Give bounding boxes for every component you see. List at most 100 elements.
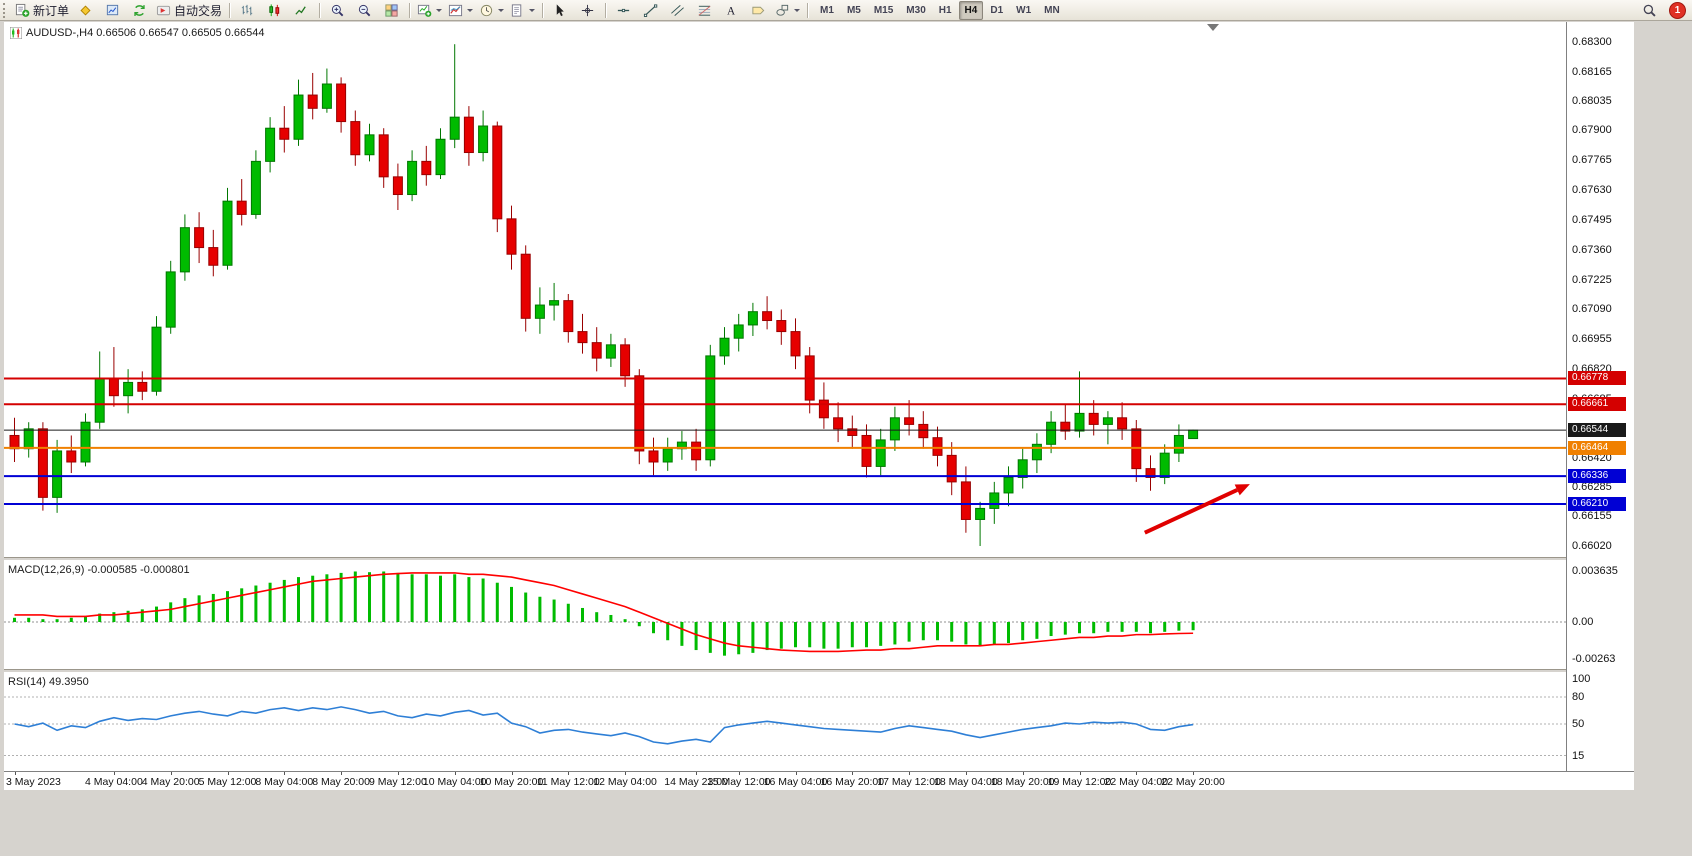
crosshair-button[interactable] <box>574 0 601 21</box>
toolbar-grip[interactable] <box>3 2 9 18</box>
price-tick-label: 0.68035 <box>1572 94 1612 107</box>
price-level-badge: 0.66661 <box>1568 397 1626 412</box>
rsi-tick-label: 15 <box>1572 749 1585 762</box>
time-tick <box>965 772 967 775</box>
toolbar-separator <box>409 2 411 18</box>
price-tick-label: 0.68165 <box>1572 65 1612 78</box>
price-level-badge: 0.66544 <box>1568 423 1626 438</box>
time-tick <box>397 772 399 775</box>
shapes-button[interactable] <box>772 0 803 21</box>
toolbar-separator <box>807 2 809 18</box>
macd-tick-label: 0.003635 <box>1572 565 1618 577</box>
notification-badge[interactable]: 1 <box>1669 2 1686 19</box>
templates-button[interactable] <box>507 0 538 21</box>
price-axis[interactable]: 0.68300 0.68165 0.68035 0.67900 0.67765 0.676… <box>1566 22 1634 771</box>
time-tick <box>1136 772 1138 775</box>
autotrading-button[interactable]: 自动交易 <box>153 0 225 21</box>
macd-tick-label: -0.00263 <box>1572 652 1616 665</box>
cursor-icon <box>556 3 564 16</box>
price-tick-label: 0.67225 <box>1572 273 1612 286</box>
rsi-panel[interactable] <box>4 673 1566 771</box>
panel-splitter[interactable] <box>4 557 1634 561</box>
time-tick <box>852 772 854 775</box>
price-level-badge: 0.66210 <box>1568 497 1626 511</box>
timeframe-h4-button[interactable]: H4 <box>958 0 984 20</box>
horizontal-line-button[interactable] <box>610 0 637 21</box>
rsi-tick-label: 100 <box>1572 673 1591 685</box>
search-icon <box>1643 4 1656 17</box>
time-tick <box>909 772 911 775</box>
price-tick-label: 0.67765 <box>1572 154 1612 167</box>
rsi-line <box>14 706 1194 745</box>
macd-label: MACD(12,26,9) -0.000585 -0.000801 <box>8 564 190 576</box>
timeframe-h1-button[interactable]: H1 <box>938 4 952 16</box>
macd-panel[interactable] <box>4 561 1566 669</box>
timeframe-toolbar: M1 M5 M15 M30 H1 H4 D1 W1 MN <box>814 0 1066 20</box>
text-label-button[interactable] <box>745 0 772 21</box>
tag-icon <box>752 6 765 14</box>
market-watch-button[interactable] <box>99 0 126 21</box>
time-label: 8 May 04:00 <box>255 776 314 788</box>
time-tick <box>341 772 343 775</box>
main-chart-plot[interactable] <box>4 22 1566 557</box>
toolbar: 新订单 自动交易 <box>0 0 1692 21</box>
template-icon <box>511 3 522 17</box>
toolbar-separator <box>542 2 544 18</box>
timeframe-m15-button[interactable]: M15 <box>873 4 894 16</box>
horizontal-levels <box>4 377 1566 505</box>
time-label: 10 May 20:00 <box>479 776 544 788</box>
time-tick <box>284 772 286 775</box>
price-tick-label: 0.67090 <box>1572 303 1612 316</box>
time-label: 22 May 04:00 <box>1104 776 1169 788</box>
timeframe-m30-button[interactable]: M30 <box>906 4 926 16</box>
mql5-button[interactable] <box>72 0 99 21</box>
time-label: 18 May 04:00 <box>934 776 998 788</box>
cursor-button[interactable] <box>547 0 574 21</box>
price-tick-label: 0.66155 <box>1572 510 1612 523</box>
autotrading-label: 自动交易 <box>174 3 223 18</box>
periods-button[interactable] <box>476 0 507 21</box>
candlestick-chart-icon <box>269 3 280 16</box>
price-tick-label: 0.67900 <box>1572 124 1612 137</box>
new-order-button[interactable]: 新订单 <box>12 0 72 21</box>
timeframe-d1-button[interactable]: D1 <box>990 4 1004 16</box>
zoom-out-button[interactable] <box>351 0 378 21</box>
indicators-button[interactable] <box>445 0 476 21</box>
time-tick <box>454 772 456 775</box>
fibonacci-button[interactable] <box>691 0 718 21</box>
shift-marker-icon <box>1207 24 1219 31</box>
text-button[interactable]: A <box>718 0 745 21</box>
trendline-icon <box>643 3 658 17</box>
tile-windows-button[interactable] <box>378 0 405 21</box>
new-chart-button[interactable] <box>414 0 445 21</box>
trendline-button[interactable] <box>637 0 664 21</box>
indicators-icon <box>448 4 463 16</box>
timeframe-m1-button[interactable]: M1 <box>820 4 834 16</box>
refresh-button[interactable] <box>126 0 153 21</box>
text-icon: A <box>727 5 736 17</box>
time-axis[interactable]: 3 May 2023 4 May 04:00 4 May 20:00 5 May 12… <box>4 771 1634 790</box>
tile-windows-icon <box>385 3 398 17</box>
time-tick <box>511 772 513 775</box>
crosshair-icon <box>581 4 594 16</box>
panel-splitter[interactable] <box>4 669 1634 673</box>
rsi-label-text: RSI(14) 49.3950 <box>8 676 89 688</box>
channel-button[interactable] <box>664 0 691 21</box>
timeframe-m5-button[interactable]: M5 <box>846 4 861 16</box>
bar-chart-button[interactable] <box>234 0 261 21</box>
candlestick-chart-button[interactable] <box>261 0 288 21</box>
time-label: 22 May 20:00 <box>1161 776 1225 788</box>
market-watch-icon <box>106 4 119 15</box>
svg-text:A: A <box>727 5 736 17</box>
search-button[interactable] <box>1636 0 1663 21</box>
time-label: 17 May 12:00 <box>877 776 941 788</box>
zoom-in-icon <box>331 4 344 16</box>
time-tick <box>227 772 229 775</box>
time-tick <box>738 772 740 775</box>
timeframe-mn-button[interactable]: MN <box>1044 4 1060 16</box>
time-label: 5 May 12:00 <box>198 776 257 788</box>
line-chart-button[interactable] <box>288 0 315 21</box>
channel-icon <box>671 4 684 16</box>
timeframe-w1-button[interactable]: W1 <box>1016 4 1032 16</box>
zoom-in-button[interactable] <box>324 0 351 21</box>
